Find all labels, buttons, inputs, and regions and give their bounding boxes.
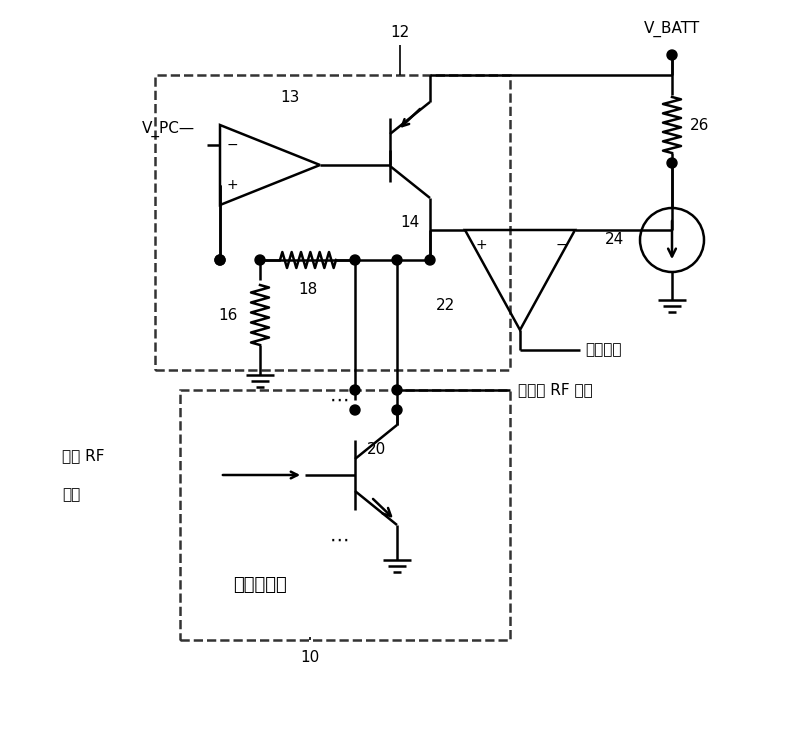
- Text: 输入 RF: 输入 RF: [62, 448, 105, 463]
- Circle shape: [667, 158, 677, 168]
- Bar: [155, 75, 510, 370]
- Circle shape: [215, 255, 225, 265]
- Text: 24: 24: [605, 232, 624, 247]
- Circle shape: [392, 405, 402, 415]
- Text: +: +: [475, 238, 487, 252]
- Text: 13: 13: [280, 90, 299, 105]
- Bar: [180, 390, 510, 640]
- Circle shape: [255, 255, 265, 265]
- Circle shape: [392, 255, 402, 265]
- Text: 放大的 RF 信号: 放大的 RF 信号: [518, 383, 593, 397]
- Text: V_PC—: V_PC—: [142, 121, 195, 137]
- Circle shape: [425, 255, 435, 265]
- Text: 18: 18: [298, 282, 318, 297]
- Circle shape: [215, 255, 225, 265]
- Text: 14: 14: [400, 215, 420, 230]
- Text: 26: 26: [690, 118, 710, 132]
- Text: ⋯: ⋯: [330, 391, 350, 409]
- Circle shape: [350, 405, 360, 415]
- Text: +: +: [226, 178, 238, 192]
- Circle shape: [667, 50, 677, 60]
- Circle shape: [392, 385, 402, 395]
- Text: 功率放大器: 功率放大器: [233, 576, 287, 594]
- Text: 10: 10: [300, 650, 320, 665]
- Text: ⋯: ⋯: [330, 531, 350, 550]
- Text: −: −: [555, 238, 567, 252]
- Text: 信号: 信号: [62, 487, 80, 502]
- Circle shape: [350, 255, 360, 265]
- Text: 饱和检测: 饱和检测: [585, 343, 622, 357]
- Text: 20: 20: [367, 442, 386, 457]
- Text: −: −: [226, 138, 238, 152]
- Text: V_BATT: V_BATT: [644, 21, 700, 37]
- Text: 16: 16: [218, 308, 238, 323]
- Text: 12: 12: [390, 25, 410, 40]
- Text: 22: 22: [436, 297, 455, 312]
- Circle shape: [350, 385, 360, 395]
